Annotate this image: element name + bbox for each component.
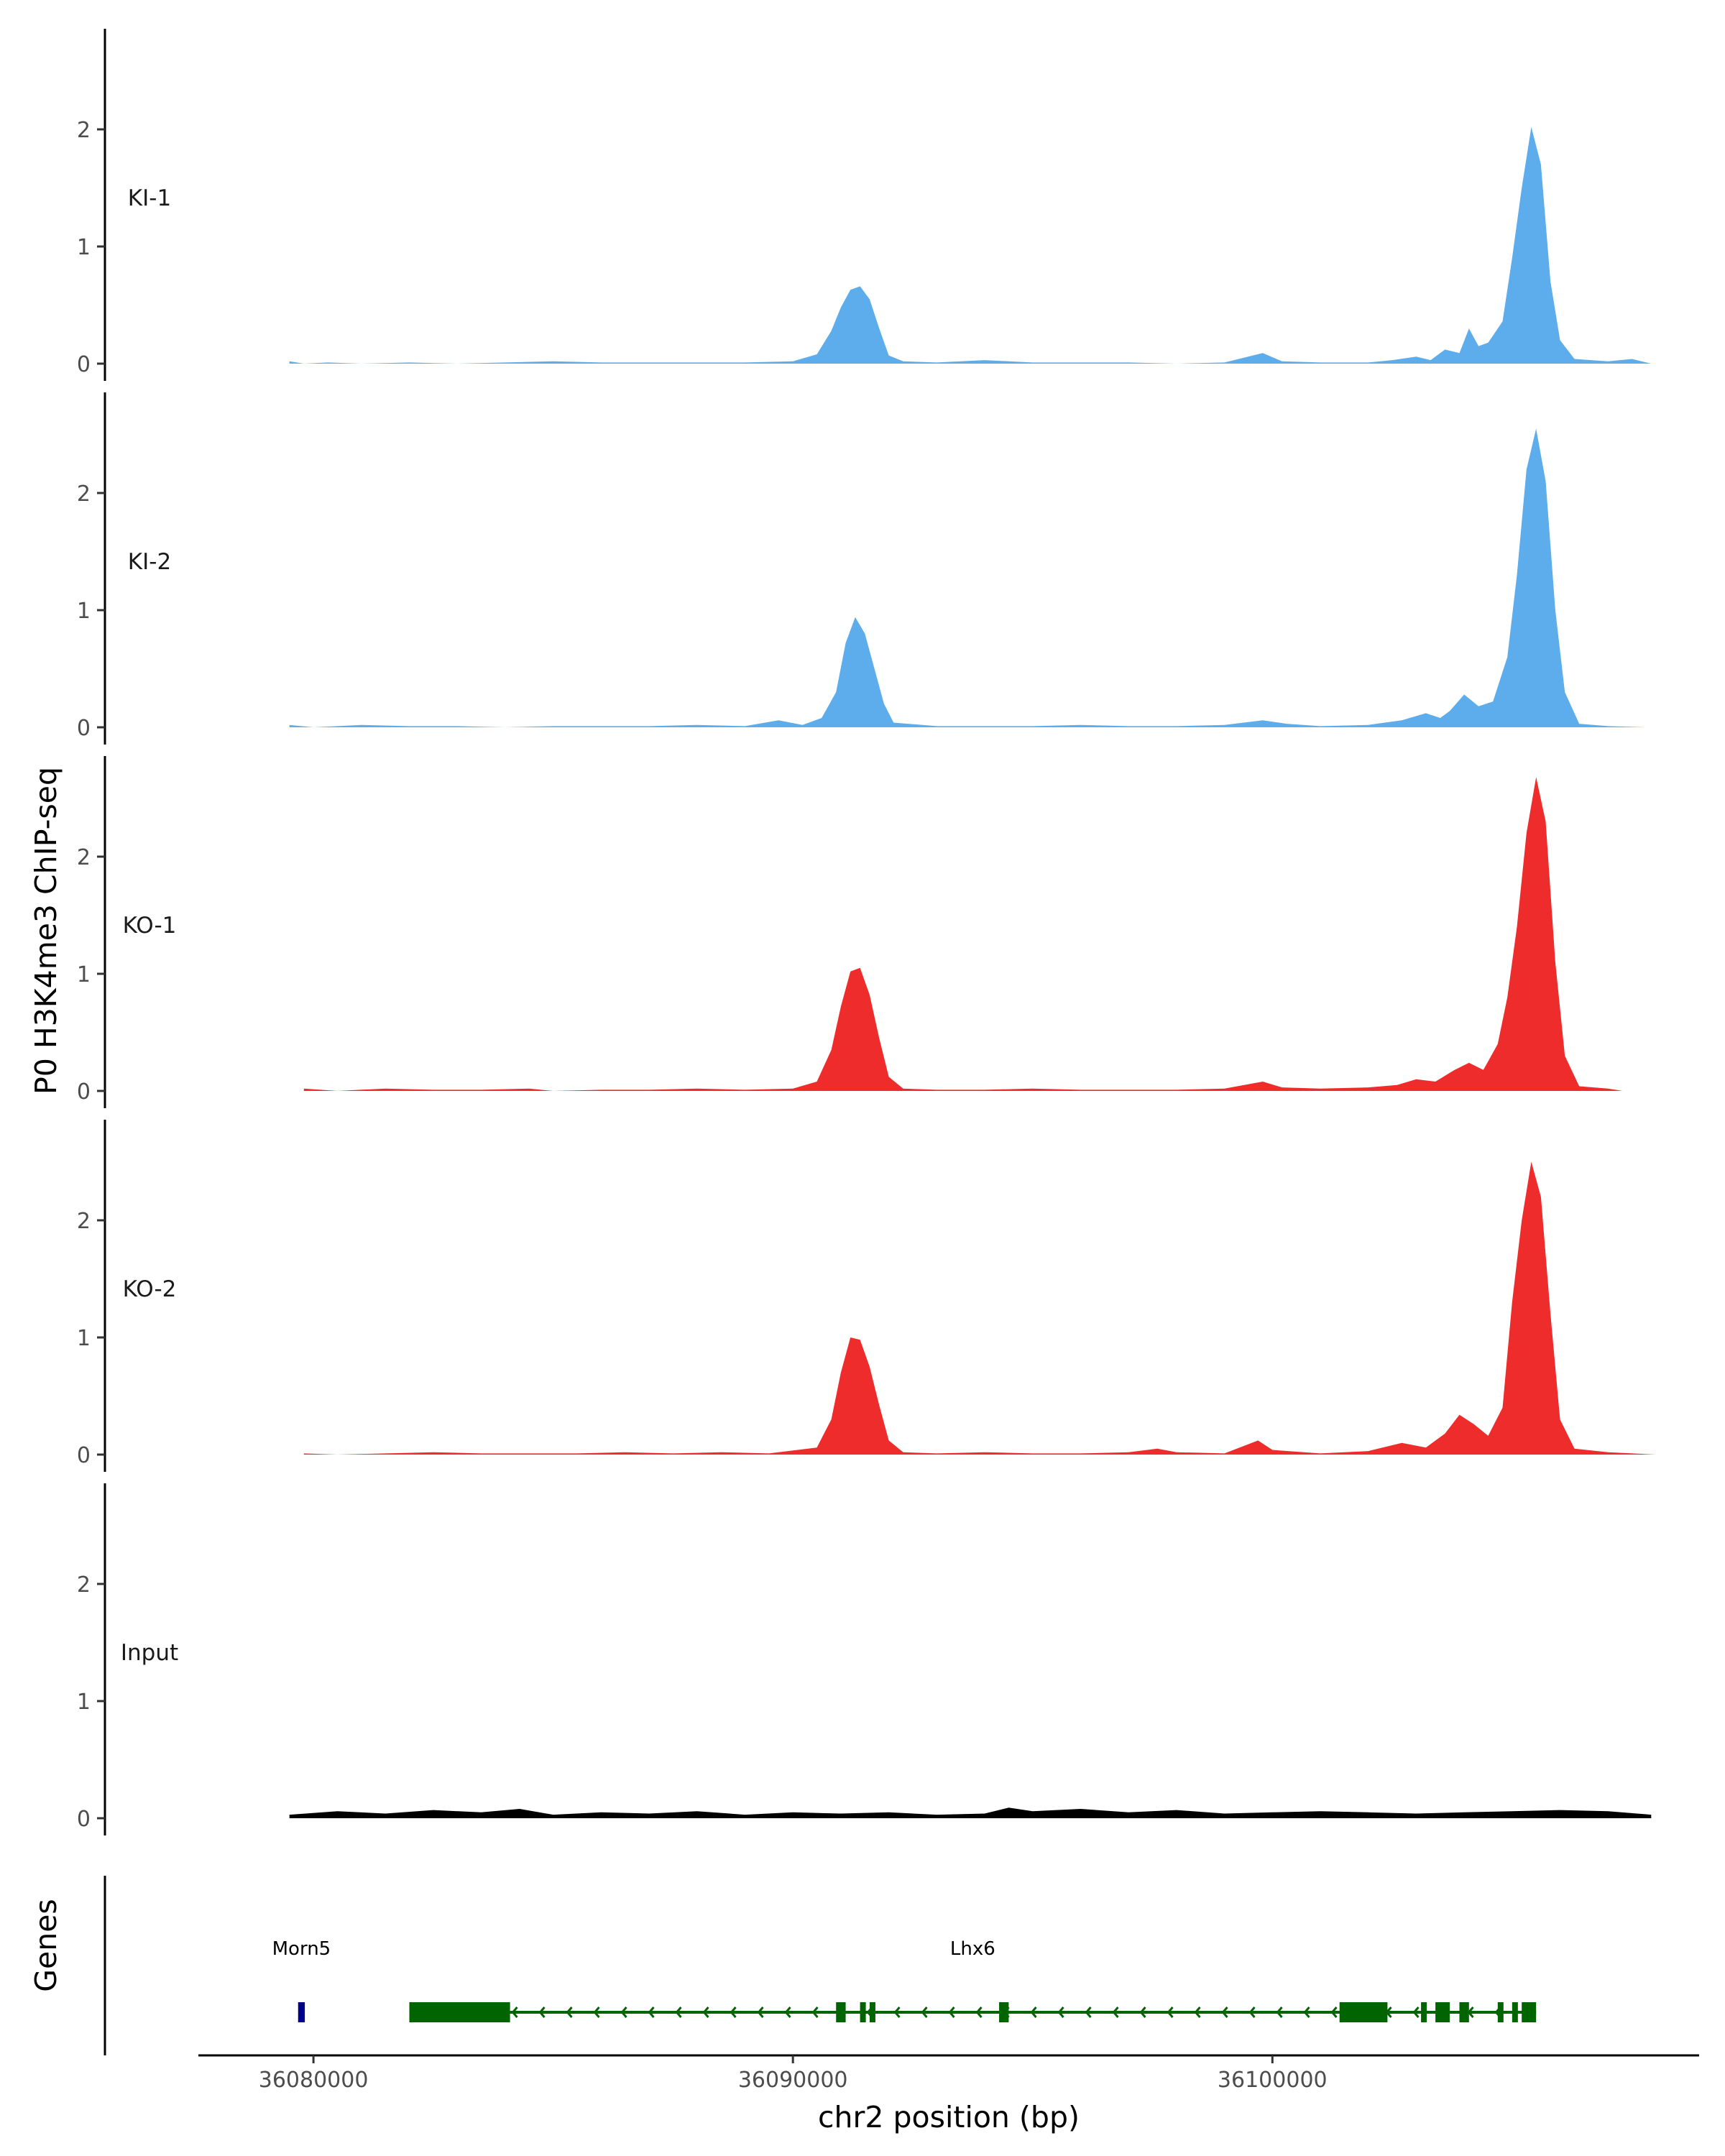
- y-tick-label: 2: [77, 482, 91, 507]
- gene-exon: [999, 2002, 1009, 2022]
- strand-chevron: [893, 2007, 901, 2018]
- strand-chevron: [1112, 2007, 1119, 2018]
- strand-chevron: [1167, 2007, 1174, 2018]
- coverage-tracks: 0 1 2 KI-1 0 1 2 KI-2 0 1 2 KO-1 0 1 2 KO-2 0 1 2 Input: [77, 29, 1656, 1835]
- strand-chevron: [975, 2007, 983, 2018]
- y-tick-label: 1: [77, 235, 91, 260]
- track-ko-2: 0 1 2 KO-2: [77, 1120, 1656, 1472]
- y-tick-label: 2: [77, 845, 91, 870]
- track-label: Input: [121, 1640, 178, 1666]
- track-ko-1: 0 1 2 KO-1: [77, 756, 1623, 1108]
- x-tick-label: 36080000: [259, 2068, 369, 2093]
- track-ki-2: 0 1 2 KI-2: [77, 392, 1647, 745]
- coverage-area-input: [289, 1807, 1652, 1818]
- strand-chevron: [1303, 2007, 1310, 2018]
- x-axis: 36080000 36090000 36100000: [198, 2054, 1699, 2093]
- strand-chevron: [1412, 2007, 1420, 2018]
- genes-panel: Genes Morn5 Lhx6: [29, 1876, 1537, 2055]
- y-tick-label: 1: [77, 599, 91, 624]
- track-label: KO-1: [123, 913, 177, 939]
- x-tick-label: 36090000: [738, 2068, 848, 2093]
- y-tick-label: 1: [77, 1690, 91, 1715]
- track-label: KO-2: [123, 1276, 177, 1302]
- gene-exon: [1459, 2002, 1469, 2022]
- track-ki-1: 0 1 2 KI-1: [77, 29, 1652, 381]
- track-label: KI-1: [128, 185, 171, 211]
- coverage-area-ko-2: [303, 1161, 1656, 1455]
- strand-chevron: [648, 2007, 655, 2018]
- y-tick-label: 0: [77, 1079, 91, 1105]
- gene-exon: [409, 2002, 510, 2022]
- y-tick-label: 0: [77, 1443, 91, 1468]
- gene-exon: [860, 2002, 866, 2022]
- strand-chevron: [784, 2007, 791, 2018]
- gene-exon: [1435, 2002, 1450, 2022]
- y-tick-label: 1: [77, 962, 91, 987]
- strand-chevron: [1057, 2007, 1064, 2018]
- y-tick-label: 0: [77, 716, 91, 741]
- coverage-area-ki-2: [289, 428, 1647, 727]
- gene-lhx6: Lhx6: [409, 1938, 1537, 2022]
- gene-exon: [1497, 2002, 1504, 2022]
- y-axis-title: P0 H3K4me3 ChIP-seq: [29, 767, 63, 1095]
- strand-chevron: [1085, 2007, 1092, 2018]
- gene-exon: [869, 2002, 875, 2022]
- genes-axis-title: Genes: [29, 1899, 63, 1992]
- coverage-area-ko-1: [303, 777, 1623, 1091]
- track-label: KI-2: [128, 549, 171, 575]
- strand-chevron: [675, 2007, 682, 2018]
- gene-exon: [1421, 2002, 1427, 2022]
- strand-chevron: [538, 2007, 546, 2018]
- y-tick-label: 0: [77, 352, 91, 377]
- gene-exon: [836, 2002, 846, 2022]
- x-tick-label: 36100000: [1218, 2068, 1328, 2093]
- strand-chevron: [1221, 2007, 1228, 2018]
- gene-exon: [1339, 2002, 1388, 2022]
- gene-morn5: Morn5: [272, 1938, 331, 2022]
- strand-chevron: [566, 2007, 573, 2018]
- strand-chevron: [1248, 2007, 1256, 2018]
- gene-exon: [1522, 2002, 1537, 2022]
- gene-name-label: Morn5: [272, 1938, 331, 1960]
- strand-chevron: [730, 2007, 737, 2018]
- y-tick-label: 2: [77, 1572, 91, 1598]
- strand-chevron: [1030, 2007, 1037, 2018]
- gene-name-label: Lhx6: [950, 1938, 995, 1960]
- y-tick-label: 2: [77, 1209, 91, 1234]
- strand-chevron: [511, 2007, 518, 2018]
- strand-chevron: [757, 2007, 764, 2018]
- strand-chevron: [1276, 2007, 1283, 2018]
- coverage-area-ki-1: [289, 126, 1652, 364]
- strand-chevron: [620, 2007, 627, 2018]
- gene-exon: [298, 2002, 305, 2022]
- y-tick-label: 2: [77, 118, 91, 143]
- strand-chevron: [921, 2007, 928, 2018]
- strand-chevron: [593, 2007, 600, 2018]
- strand-chevron: [811, 2007, 819, 2018]
- strand-chevron: [702, 2007, 709, 2018]
- y-tick-label: 0: [77, 1807, 91, 1832]
- y-tick-label: 1: [77, 1326, 91, 1351]
- strand-chevron: [1330, 2007, 1338, 2018]
- gene-exon: [1512, 2002, 1518, 2022]
- x-axis-title: chr2 position (bp): [818, 2100, 1080, 2134]
- strand-chevron: [1139, 2007, 1146, 2018]
- track-input: 0 1 2 Input: [77, 1483, 1652, 1835]
- strand-chevron: [1194, 2007, 1201, 2018]
- strand-chevron: [948, 2007, 955, 2018]
